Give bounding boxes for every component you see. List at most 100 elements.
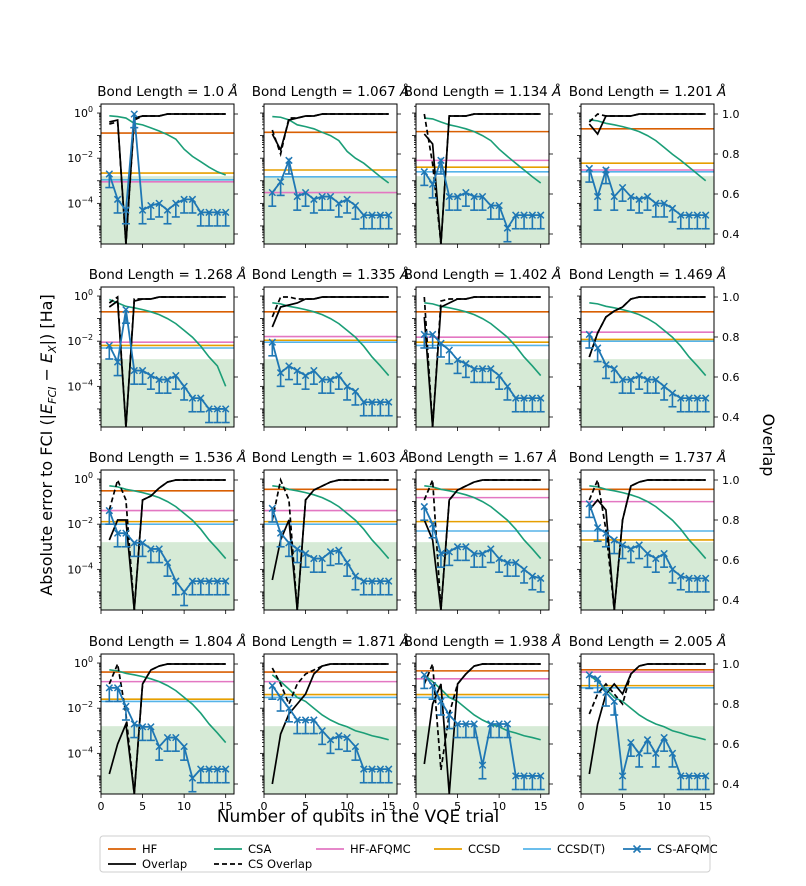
cs-afqmc-marker (536, 394, 545, 402)
cs-afqmc-marker (221, 577, 230, 585)
cs-afqmc-marker (428, 681, 437, 690)
cs-afqmc-marker (593, 523, 602, 532)
cs-afqmc-marker (701, 772, 710, 780)
cs-afqmc-marker (293, 716, 301, 724)
cs-overlap-line (271, 296, 389, 318)
cs-afqmc-marker (155, 199, 163, 208)
csa-line (589, 119, 707, 182)
cs-afqmc-series (105, 110, 230, 227)
panel-title: Bond Length = 1.737 Å (569, 449, 727, 466)
cs-afqmc-marker (677, 572, 685, 580)
cs-afqmc-marker (593, 192, 602, 201)
cs-afqmc-marker (470, 720, 478, 728)
cs-afqmc-marker (520, 565, 528, 574)
cs-afqmc-marker (172, 371, 180, 380)
csa-line (589, 302, 707, 377)
cs-afqmc-marker (351, 742, 360, 751)
cs-afqmc-marker (105, 506, 114, 515)
cs-afqmc-series (105, 305, 230, 424)
cs-afqmc-marker (368, 765, 376, 773)
cs-afqmc-marker (445, 711, 453, 719)
cs-afqmc-marker (627, 375, 635, 384)
csa-line (589, 485, 707, 560)
panel-plot-area (416, 113, 549, 244)
csa-line (109, 115, 226, 176)
cs-afqmc-marker (520, 211, 528, 219)
cs-afqmc-marker (268, 504, 277, 513)
legend-label: CS-AFQMC (657, 842, 718, 856)
cs-afqmc-marker (635, 371, 643, 380)
cs-afqmc-marker (197, 208, 205, 217)
cs-afqmc-marker (685, 394, 693, 402)
cs-afqmc-marker (643, 192, 652, 201)
csa-line (424, 117, 542, 184)
cs-afqmc-marker (205, 577, 213, 585)
cs-afqmc-marker (445, 548, 453, 556)
x-tick-label: 10 (177, 800, 191, 813)
cs-afqmc-marker (326, 192, 335, 201)
cs-afqmc-marker (360, 577, 368, 585)
panel-title: Bond Length = 1.938 Å (404, 633, 562, 650)
cs-afqmc-marker (428, 180, 437, 189)
cs-afqmc-marker (585, 671, 594, 679)
cs-afqmc-marker (478, 192, 487, 201)
panel-plot-area (264, 296, 397, 427)
cs-afqmc-marker (343, 195, 351, 204)
overlap-tick-label: 0.4 (722, 594, 740, 607)
cs-afqmc-marker (462, 188, 470, 197)
cs-afqmc-marker (221, 208, 230, 217)
cs-afqmc-marker (437, 156, 445, 165)
cs-afqmc-marker (453, 192, 462, 201)
cs-afqmc-marker (453, 356, 462, 364)
legend-label: CCSD(T) (557, 842, 605, 856)
cs-afqmc-marker (384, 211, 393, 219)
cs-afqmc-marker (376, 211, 385, 219)
panel: Bond Length = 1.938 Å 0 5 10 15 (404, 633, 562, 813)
cs-afqmc-marker (293, 545, 301, 553)
x-tick-label: 5 (302, 800, 309, 813)
cs-afqmc-marker (188, 774, 197, 782)
cs-afqmc-marker (268, 338, 277, 346)
cs-afqmc-marker (668, 749, 677, 758)
overlap-tick-label: 0.4 (722, 778, 740, 791)
y-axis-label-left: Absolute error to FCI (|EFCI − EX|) [Ha] (37, 294, 59, 595)
panel: Bond Length = 1.268 Å 100 10−2 10−4 (67, 266, 246, 431)
cs-afqmc-marker (462, 720, 470, 728)
panel-plot-area (101, 295, 234, 427)
cs-afqmc-marker (205, 405, 213, 413)
cs-afqmc-marker (138, 539, 147, 547)
cs-afqmc-marker (130, 539, 138, 547)
cs-afqmc-marker (343, 382, 351, 391)
cs-afqmc-marker (384, 765, 393, 773)
cs-afqmc-marker (276, 178, 285, 186)
cs-afqmc-marker (536, 574, 545, 583)
cs-afqmc-marker (528, 772, 537, 780)
cs-afqmc-marker (138, 723, 147, 731)
panel-title: Bond Length = 1.402 Å (404, 266, 562, 283)
cs-afqmc-marker (635, 749, 643, 758)
cs-afqmc-marker (462, 360, 470, 368)
cs-afqmc-marker (585, 164, 594, 173)
cs-afqmc-marker (163, 733, 172, 742)
cs-afqmc-series (420, 671, 545, 791)
cs-afqmc-marker (326, 548, 335, 556)
cs-afqmc-marker (470, 192, 478, 201)
cs-afqmc-marker (652, 375, 660, 384)
cs-afqmc-series (268, 681, 393, 784)
cs-afqmc-marker (652, 554, 660, 563)
cs-afqmc-marker (420, 671, 429, 679)
panel-title: Bond Length = 1.067 Å (252, 83, 410, 100)
cs-afqmc-marker (520, 394, 528, 402)
cs-afqmc-marker (138, 206, 147, 214)
cs-overlap-line (271, 477, 389, 610)
overlap-line (588, 479, 706, 610)
cs-afqmc-marker (360, 765, 368, 773)
overlap-tick-label: 0.4 (722, 411, 740, 424)
y-tick-label: 10−4 (67, 195, 93, 210)
cs-afqmc-marker (652, 749, 660, 758)
cs-afqmc-marker (376, 398, 385, 406)
cs-afqmc-marker (113, 684, 122, 692)
overlap-line (108, 296, 226, 427)
cs-afqmc-marker (163, 558, 172, 567)
cs-afqmc-marker (536, 772, 545, 780)
